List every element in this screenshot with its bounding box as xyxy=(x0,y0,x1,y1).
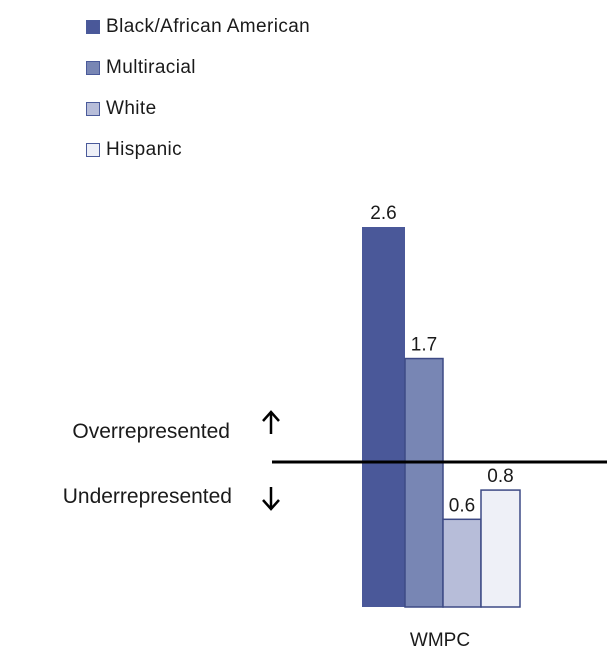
legend-swatch xyxy=(86,101,100,116)
data-label: 0.8 xyxy=(487,466,513,487)
bar-white xyxy=(442,518,482,608)
legend-label: Black/African American xyxy=(106,15,311,37)
arrow-down-icon xyxy=(262,487,280,511)
data-label: 0.6 xyxy=(449,495,475,516)
legend-item-hispanic: Hispanic xyxy=(86,129,310,170)
overrepresented-label: Overrepresented xyxy=(72,420,230,443)
legend-swatch xyxy=(86,142,100,157)
legend-swatch xyxy=(86,19,100,34)
bars-group xyxy=(362,227,521,608)
bar-hispanic xyxy=(480,489,521,608)
legend-swatch xyxy=(86,60,100,75)
legend-label: Multiracial xyxy=(106,56,196,78)
legend-item-multiracial: Multiracial xyxy=(86,47,310,88)
data-label: 2.6 xyxy=(370,203,396,224)
bar-multiracial xyxy=(404,357,444,608)
legend: Black/African American Multiracial White… xyxy=(86,6,310,170)
bar-black-african-american xyxy=(362,227,405,607)
data-label: 1.7 xyxy=(411,335,437,356)
legend-item-white: White xyxy=(86,88,310,129)
legend-label: White xyxy=(106,97,157,119)
legend-label: Hispanic xyxy=(106,138,183,160)
x-axis-category-label: WMPC xyxy=(410,630,470,651)
underrepresented-label: Underrepresented xyxy=(63,485,232,508)
data-labels-group: 2.6 1.7 0.6 0.8 xyxy=(370,203,513,516)
legend-item-black-african-american: Black/African American xyxy=(86,6,310,47)
arrow-up-icon xyxy=(262,410,280,434)
